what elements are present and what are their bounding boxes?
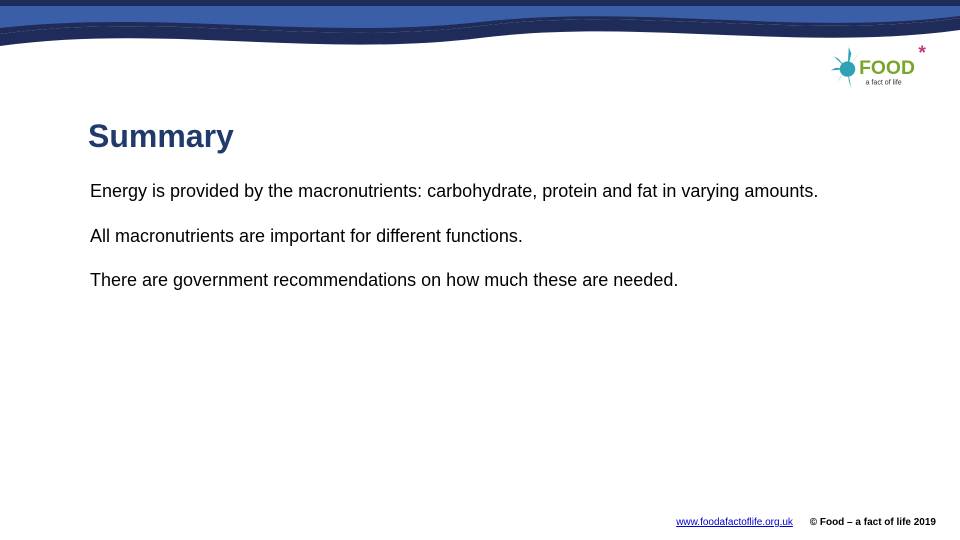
- paragraph: All macronutrients are important for dif…: [90, 225, 850, 248]
- food-logo-icon: FOOD a fact of life *: [826, 42, 936, 100]
- footer-link[interactable]: www.foodafactoflife.org.uk: [676, 517, 793, 528]
- brand-logo: FOOD a fact of life *: [826, 42, 936, 100]
- body-text: Energy is provided by the macronutrients…: [90, 180, 850, 314]
- wave-icon: [0, 0, 960, 80]
- paragraph: There are government recommendations on …: [90, 269, 850, 292]
- slide: FOOD a fact of life * Summary Energy is …: [0, 0, 960, 540]
- header-band: [0, 0, 960, 80]
- footer-copyright: © Food – a fact of life 2019: [810, 517, 936, 528]
- page-title: Summary: [88, 118, 234, 155]
- logo-word: FOOD: [859, 58, 915, 79]
- footer: www.foodafactoflife.org.uk © Food – a fa…: [676, 517, 936, 528]
- logo-tagline: a fact of life: [866, 79, 902, 87]
- asterisk-icon: *: [918, 43, 926, 64]
- paragraph: Energy is provided by the macronutrients…: [90, 180, 850, 203]
